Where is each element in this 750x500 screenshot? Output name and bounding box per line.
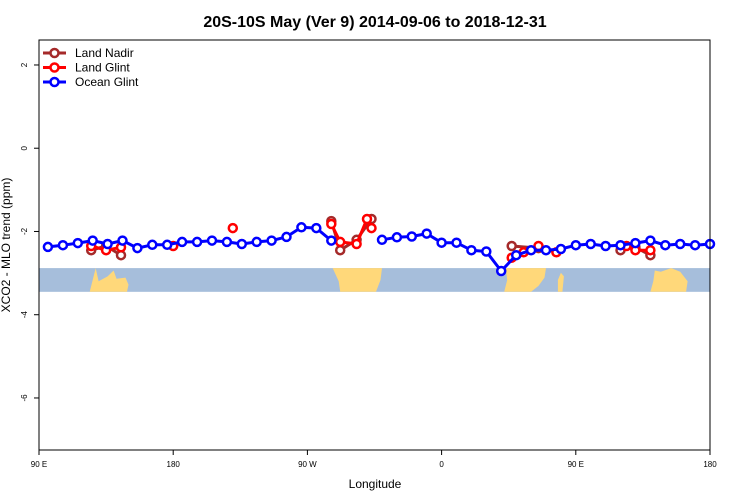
- land-nadir-point: [334, 244, 346, 256]
- land-mass-3: [557, 272, 564, 292]
- ocean-glint-point: [251, 236, 262, 248]
- ocean-glint-point: [466, 244, 477, 256]
- series-land-glint: [85, 213, 656, 263]
- land-glint-point: [227, 222, 239, 234]
- legend-item-ocean-glint: Ocean Glint: [43, 75, 139, 89]
- x-tick-label-3: 0: [439, 460, 444, 469]
- ocean-glint-point: [266, 235, 277, 246]
- ocean-glint-point: [689, 239, 701, 251]
- legend-item-land-nadir: Land Nadir: [43, 46, 134, 60]
- plot-frame: [38, 39, 711, 451]
- ocean-glint-point: [221, 236, 233, 248]
- land-glint-point: [334, 236, 346, 248]
- y-axis-label: XCO2 - MLO trend (ppm): [0, 178, 13, 313]
- ocean-glint-point: [72, 237, 84, 249]
- x-tick-label-2: 90 W: [298, 460, 317, 469]
- ocean-glint-point: [630, 237, 641, 249]
- ocean-glint-point: [525, 244, 537, 256]
- land-glint-point: [645, 244, 656, 256]
- series-ocean-glint: [42, 222, 716, 277]
- legend-marker-ocean-glint: [49, 76, 60, 88]
- ocean-glint-point: [615, 239, 626, 251]
- ocean-glint-point: [161, 239, 173, 251]
- ocean-glint-point: [42, 241, 54, 253]
- ocean-glint-point: [406, 231, 418, 242]
- ocean-glint-point: [147, 239, 158, 251]
- land-glint-point: [326, 218, 337, 230]
- ocean-glint-point: [660, 239, 671, 251]
- ocean-glint-point: [421, 228, 432, 239]
- ocean-glint-point: [600, 240, 611, 252]
- ocean-glint-point: [495, 265, 507, 277]
- y-tick-label-4: -6: [20, 394, 29, 402]
- x-tick-label-4: 90 E: [568, 460, 584, 469]
- y-axis: 2 0 -2 -4 -6: [20, 62, 39, 402]
- land-mask-band: [39, 268, 710, 292]
- legend-marker-land-glint: [49, 62, 60, 73]
- ocean-glint-point: [311, 222, 322, 234]
- ocean-glint-point: [391, 232, 403, 243]
- ocean-glint-point: [326, 235, 337, 246]
- ocean-glint-point: [102, 238, 113, 250]
- land-glint-point: [361, 213, 373, 225]
- ocean-glint-point: [510, 249, 522, 261]
- land-mass-4: [650, 268, 688, 292]
- y-tick-label-3: -4: [20, 311, 29, 319]
- x-axis: 90 E 180 90 W 0 90 E 180: [31, 450, 717, 469]
- y-tick-label-1: 0: [20, 145, 29, 150]
- chart-title: 20S-10S May (Ver 9) 2014-09-06 to 2018-1…: [203, 14, 546, 31]
- ocean-glint-point: [555, 243, 567, 255]
- ocean-glint-point: [570, 239, 582, 251]
- ocean-glint-point: [57, 239, 69, 251]
- ocean-glint-point: [132, 242, 143, 254]
- x-tick-label-5: 180: [703, 460, 717, 469]
- x-axis-label: Longitude: [349, 477, 402, 491]
- legend-label-ocean-glint: Ocean Glint: [75, 75, 139, 89]
- land-mass-0: [89, 268, 129, 292]
- legend-label-land-glint: Land Glint: [75, 61, 130, 75]
- land-glint-point: [351, 238, 362, 250]
- ocean-glint-point: [645, 235, 656, 246]
- x-tick-label-1: 180: [167, 460, 181, 469]
- ocean-glint-point: [236, 238, 248, 250]
- x-tick-label-0: 90 E: [31, 460, 47, 469]
- land-mass-1: [332, 268, 382, 292]
- ocean-glint-point: [117, 235, 128, 246]
- land-nadir-point: [506, 240, 517, 252]
- ocean-glint-point: [176, 236, 188, 248]
- ocean-glint-point: [436, 237, 447, 248]
- ocean-glint-point: [191, 236, 203, 248]
- legend-marker-land-nadir: [49, 47, 60, 59]
- ocean-glint-point: [451, 237, 462, 248]
- ocean-glint-point: [281, 231, 292, 243]
- ocean-glint-point: [481, 246, 492, 257]
- land-mass-2: [504, 268, 546, 292]
- ocean-glint-point: [206, 235, 218, 246]
- legend-label-land-nadir: Land Nadir: [75, 46, 134, 60]
- ocean-glint-point: [87, 235, 98, 246]
- ocean-glint-point: [296, 222, 307, 233]
- ocean-glint-point: [585, 238, 596, 250]
- land-glint-point: [366, 222, 377, 234]
- ocean-glint-point: [376, 234, 388, 246]
- series-layer: [42, 213, 716, 277]
- y-tick-label-0: 2: [20, 62, 29, 67]
- ocean-glint-point: [540, 244, 552, 256]
- y-tick-label-2: -2: [20, 227, 29, 235]
- legend-item-land-glint: Land Glint: [43, 61, 130, 75]
- ocean-glint-point: [674, 238, 686, 250]
